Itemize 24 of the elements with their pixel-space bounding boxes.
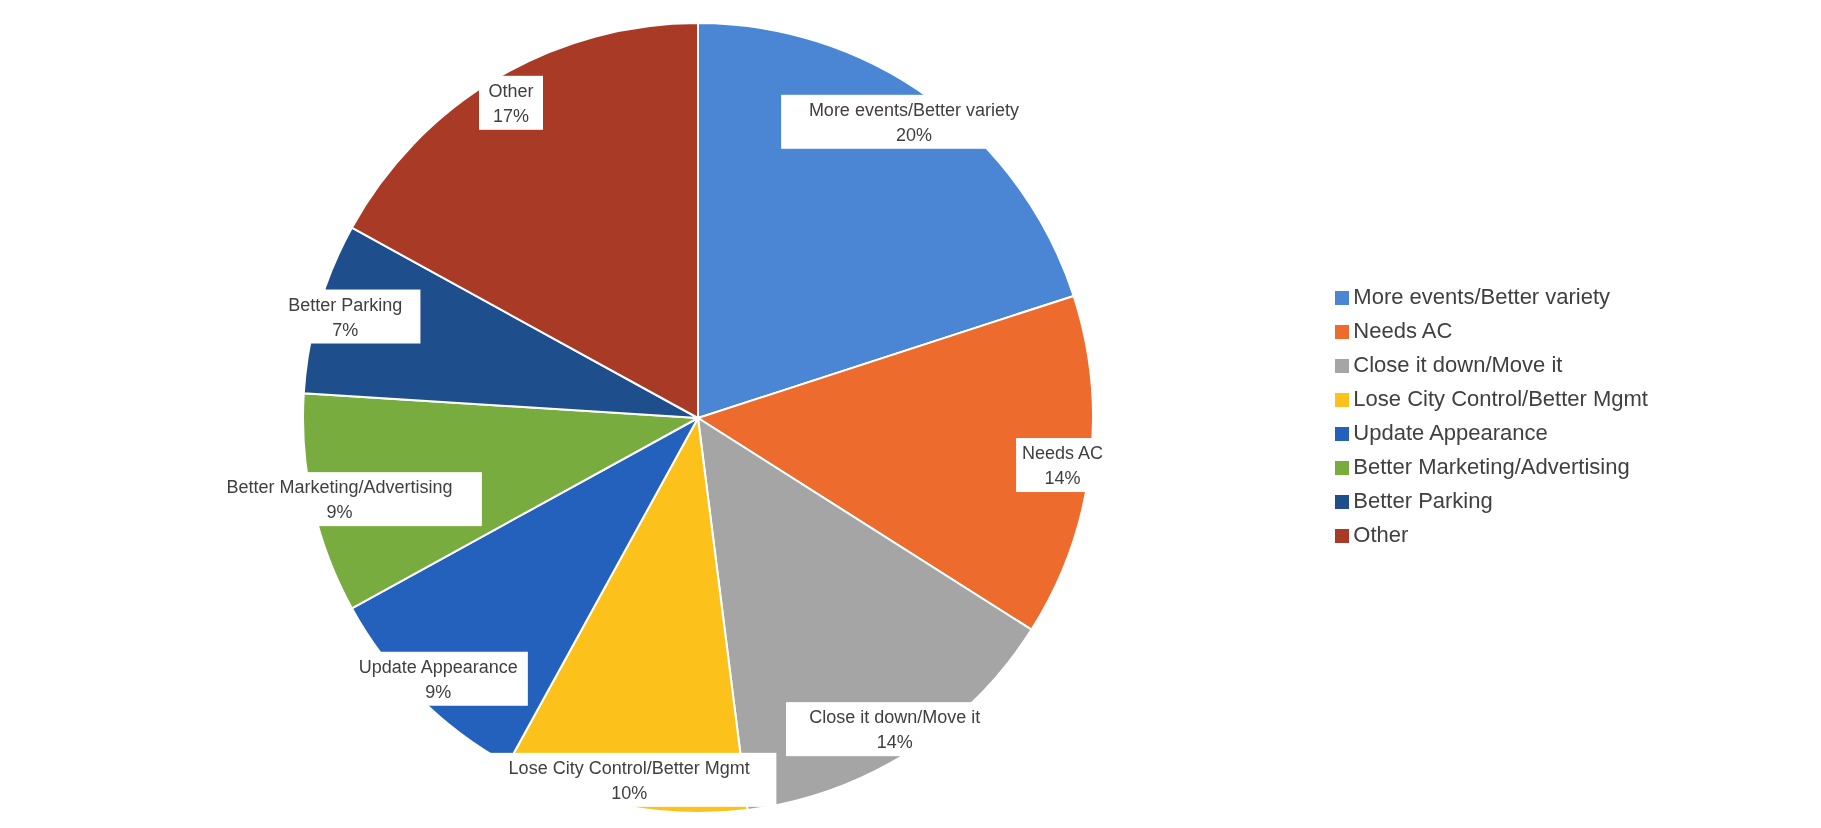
data-label: 14% xyxy=(876,732,913,753)
data-label: 10% xyxy=(611,782,648,803)
legend-label: Close it down/Move it xyxy=(1353,351,1563,377)
slice-label: Needs AC xyxy=(1021,443,1103,464)
legend-label: Needs AC xyxy=(1353,317,1453,343)
slice-label: Update Appearance xyxy=(358,656,518,677)
legend-label: Update Appearance xyxy=(1353,419,1548,445)
slice-label: Better Parking xyxy=(288,294,403,315)
data-label: 9% xyxy=(425,681,452,702)
data-label: 17% xyxy=(492,105,530,126)
legend-label: Other xyxy=(1353,521,1409,547)
slice-label: More events/Better variety xyxy=(808,99,1019,120)
legend-label: Lose City Control/Better Mgmt xyxy=(1353,385,1648,411)
legend-label: Better Parking xyxy=(1353,487,1493,513)
slice-label: Lose City Control/Better Mgmt xyxy=(508,757,750,778)
slice-label: Other xyxy=(488,80,534,101)
data-label: 7% xyxy=(332,319,359,340)
legend-label: Better Marketing/Advertising xyxy=(1353,453,1630,479)
legend-label: More events/Better variety xyxy=(1353,283,1611,309)
data-label: 9% xyxy=(326,502,353,523)
slice-label: Better Marketing/Advertising xyxy=(226,477,453,498)
slice-label: Close it down/Move it xyxy=(809,707,981,728)
data-label: 20% xyxy=(895,124,932,145)
data-label: 14% xyxy=(1044,468,1081,489)
